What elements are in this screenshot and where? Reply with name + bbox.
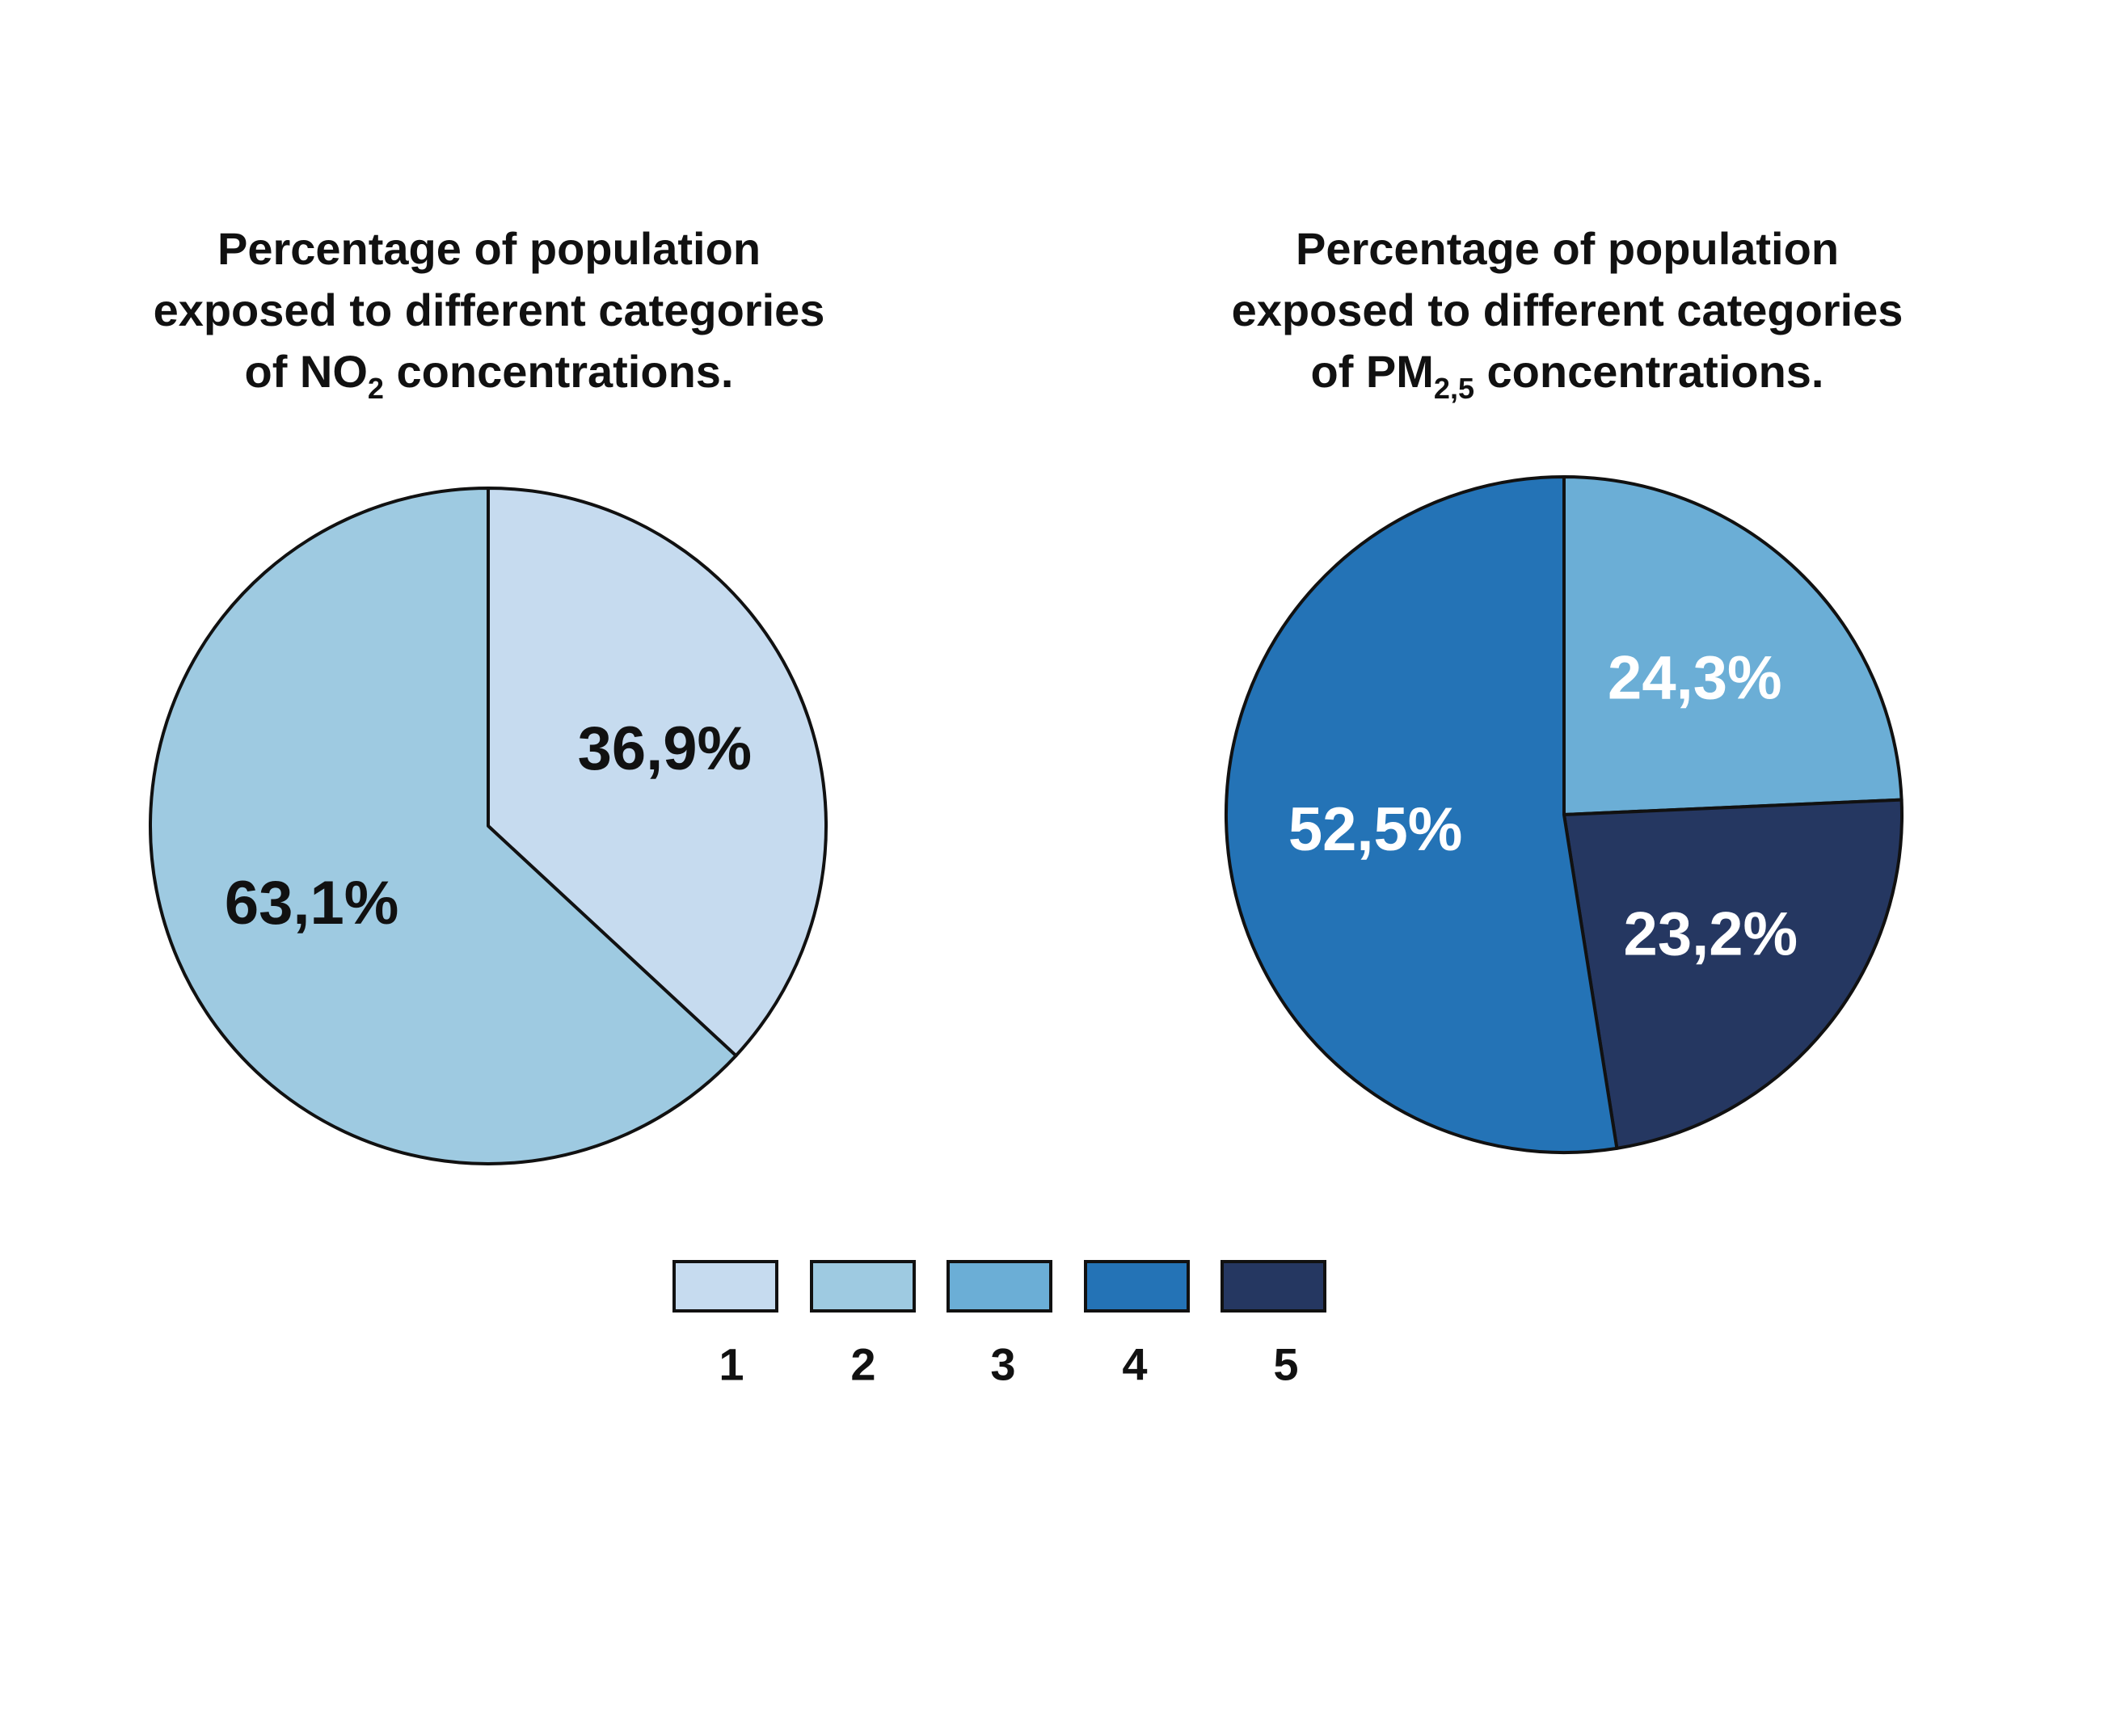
legend-label-4: 4 [1122,1339,1147,1390]
no2-pie-chart: 36,9% 63,1% [149,487,828,1165]
no2-title-line-1: Percentage of population [217,223,761,274]
pm25-slice-label-4: 52,5% [1288,795,1463,864]
pm25-title-line-1: Percentage of population [1295,223,1840,274]
no2-title-subscript: 2 [367,372,384,405]
no2-slice-category-2 [149,487,738,1165]
legend-label-2: 2 [850,1339,875,1390]
legend-swatch-4 [1084,1260,1190,1313]
pm25-title-line-2: exposed to different categories [1231,284,1904,335]
legend-label-1: 1 [719,1339,744,1390]
legend: 1 2 3 4 5 [672,1260,1326,1390]
pm25-slice-category-4 [1225,475,1619,1154]
legend-swatch-3 [946,1260,1052,1313]
pm25-title-line-3: of PM2,5 concentrations. [1123,341,2012,405]
no2-slice-label-2: 63,1% [225,869,399,938]
pm25-title-suffix: concentrations. [1473,346,1824,397]
pm25-slice-label-3: 24,3% [1608,643,1782,712]
legend-swatch-1 [672,1260,778,1313]
no2-slice-label-1: 36,9% [578,714,753,783]
no2-title-line-2: exposed to different categories [153,284,825,335]
no2-slice-category-1 [487,487,828,1058]
legend-label-3: 3 [990,1339,1015,1390]
no2-chart-title: Percentage of population exposed to diff… [44,218,934,405]
pm25-slice-label-5: 23,2% [1624,900,1798,969]
pm25-title-prefix: of PM [1310,346,1434,397]
pm25-title-subscript: 2,5 [1433,372,1474,405]
no2-title-line-3: of NO2 concentrations. [44,341,934,405]
pm25-chart-title: Percentage of population exposed to diff… [1123,218,2012,405]
legend-swatch-5 [1221,1260,1326,1313]
legend-swatch-2 [810,1260,916,1313]
pm25-slice-category-5 [1562,798,1904,1150]
legend-label-5: 5 [1273,1339,1298,1390]
pm25-pie-chart: 24,3% 23,2% 52,5% [1225,475,1904,1154]
no2-title-suffix: concentrations. [383,346,734,397]
pm25-slice-category-3 [1562,475,1904,816]
no2-title-prefix: of NO [244,346,368,397]
